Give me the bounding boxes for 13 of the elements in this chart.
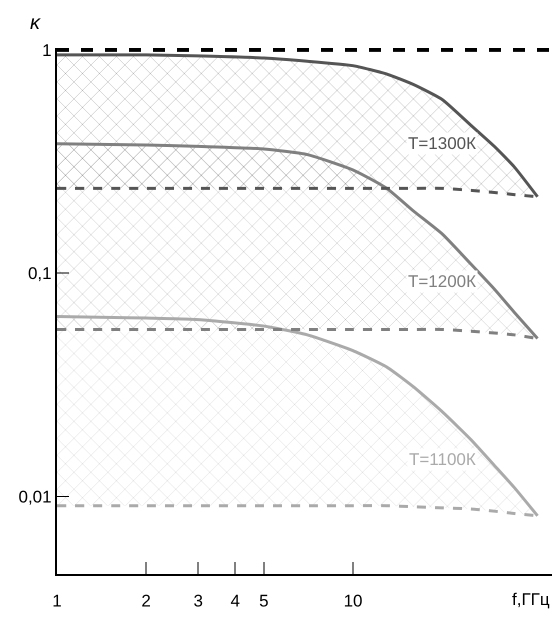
x-tick-label: 2	[141, 591, 151, 610]
series-label: T=1300К	[408, 134, 476, 153]
series-label: T=1200К	[408, 272, 476, 291]
x-axis-title: f,ГГц	[512, 590, 550, 609]
y-tick-label: 0,01	[18, 488, 52, 507]
y-tick-label: 0,1	[28, 264, 52, 284]
x-tick-label: 10	[344, 591, 362, 610]
x-tick-label: 4	[230, 591, 240, 610]
x-tick-label: 3	[194, 591, 203, 610]
series-label: T=1100К	[409, 450, 476, 469]
y-tick-label: 1	[42, 40, 52, 60]
y-axis-title: κ	[30, 12, 41, 34]
x-tick-label: 5	[259, 591, 269, 610]
